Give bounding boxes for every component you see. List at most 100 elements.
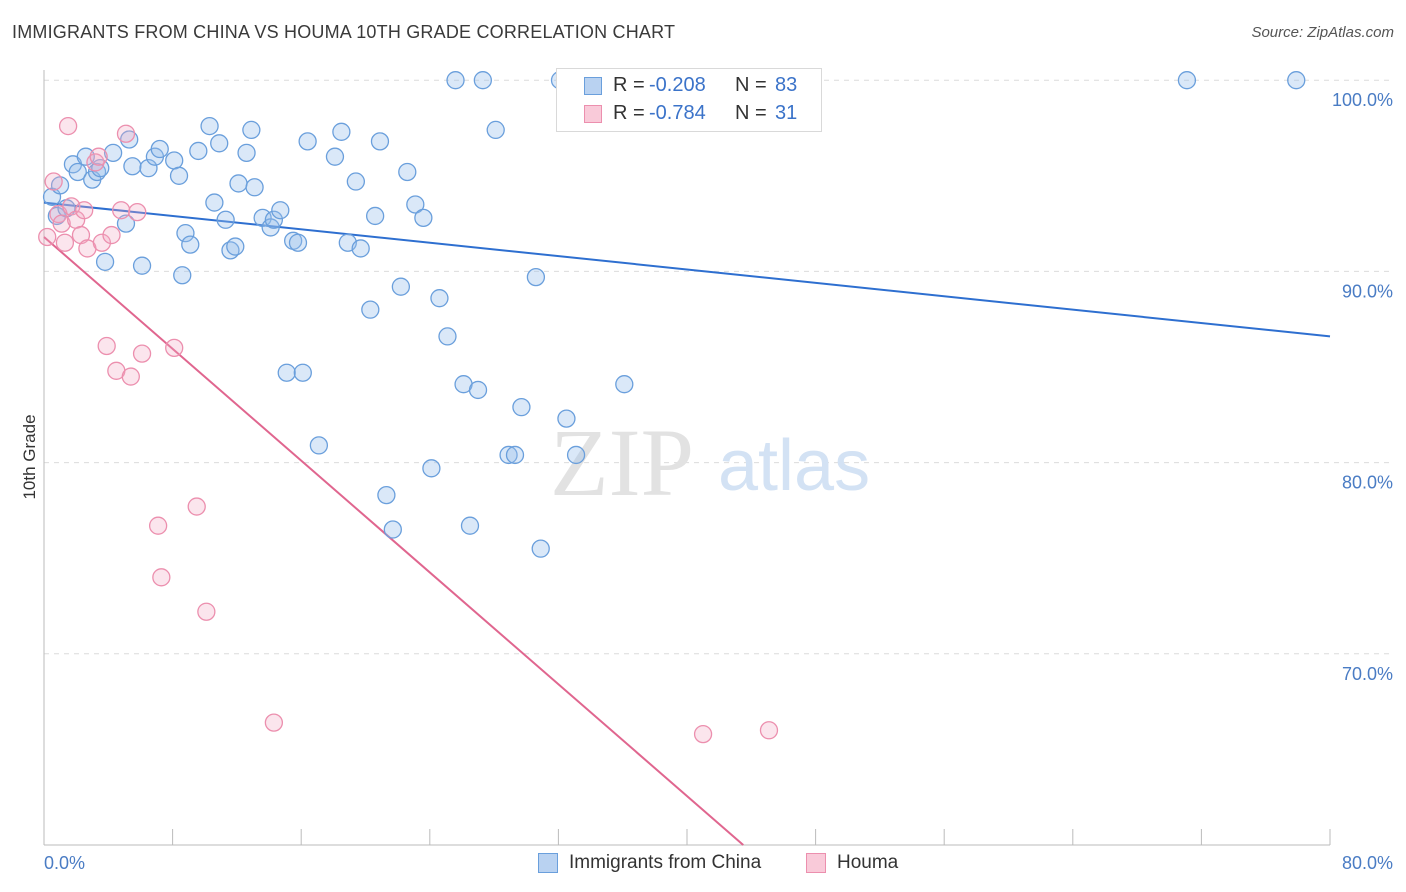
- point-houma: [89, 147, 108, 166]
- point-china: [557, 409, 576, 428]
- point-china: [76, 147, 95, 166]
- point-china: [446, 71, 465, 90]
- point-china: [1177, 71, 1197, 90]
- n-value-houma: 31: [775, 102, 798, 124]
- chart-title: IMMIGRANTS FROM CHINA VS HOUMA 10TH GRAD…: [12, 22, 676, 42]
- point-houma: [128, 202, 147, 222]
- point-china: [499, 445, 518, 465]
- source-label: Source: ZipAtlas.com: [1251, 24, 1394, 41]
- legend-swatch-houma: [584, 105, 602, 123]
- point-houma: [58, 116, 78, 136]
- n-label: N =: [735, 74, 767, 96]
- point-china: [189, 141, 208, 161]
- n-label: N =: [735, 102, 767, 124]
- point-china: [68, 162, 87, 182]
- n-value-china: 83: [775, 74, 798, 96]
- point-houma: [44, 172, 63, 191]
- point-china: [391, 277, 411, 296]
- bottom-swatch-houma: [806, 853, 826, 873]
- point-houma: [165, 338, 184, 358]
- point-china: [430, 289, 449, 308]
- point-china: [566, 445, 586, 465]
- watermark: ZIP atlas: [550, 409, 870, 516]
- legend-swatch-china: [584, 77, 602, 95]
- x-tick-label-max: 80.0%: [1342, 853, 1393, 873]
- y-tick-labels: 70.0% 80.0% 90.0% 100.0%: [1332, 90, 1393, 684]
- point-china: [531, 539, 550, 558]
- point-houma: [86, 153, 105, 172]
- point-china: [460, 516, 480, 535]
- point-china: [361, 300, 380, 319]
- point-houma: [97, 336, 116, 356]
- point-houma: [52, 214, 71, 233]
- point-china: [176, 224, 195, 243]
- bottom-legend-label-houma: Houma: [837, 852, 899, 873]
- point-china: [298, 132, 317, 151]
- point-china: [422, 459, 441, 478]
- r-value-china: -0.208: [649, 74, 706, 96]
- point-china: [181, 235, 200, 254]
- r-value-houma: -0.784: [649, 102, 706, 124]
- point-houma: [693, 724, 713, 744]
- point-china: [414, 208, 433, 228]
- point-china: [264, 210, 284, 229]
- point-houma: [121, 367, 140, 386]
- point-china: [377, 485, 396, 505]
- point-china: [103, 143, 123, 163]
- stats-legend: R = -0.208 N = 83 R = -0.784 N = 31: [556, 68, 822, 132]
- y-axis-title: 10th Grade: [20, 414, 39, 499]
- bottom-swatch-china: [538, 853, 558, 873]
- point-china: [165, 151, 184, 170]
- point-china: [116, 214, 136, 233]
- x-tick-labels: 0.0% 80.0%: [44, 853, 1393, 873]
- y-tick-label-90: 90.0%: [1342, 281, 1393, 301]
- point-china: [139, 159, 158, 178]
- point-china: [365, 206, 385, 226]
- point-china: [406, 195, 425, 214]
- point-houma: [75, 201, 94, 220]
- y-tick-label-80: 80.0%: [1342, 473, 1393, 493]
- point-china: [216, 210, 235, 229]
- y-tick-label-100: 100.0%: [1332, 90, 1393, 110]
- point-china: [226, 237, 245, 256]
- point-china: [325, 147, 345, 166]
- point-china: [473, 71, 492, 90]
- point-china: [615, 375, 634, 394]
- watermark-zip: ZIP: [550, 409, 694, 516]
- bottom-legend-label-china: Immigrants from China: [569, 852, 762, 873]
- r-label: R =: [613, 102, 645, 124]
- point-china: [486, 120, 505, 140]
- point-houma: [112, 201, 131, 220]
- point-china: [120, 130, 139, 149]
- point-china: [95, 252, 115, 271]
- point-china: [370, 132, 390, 151]
- point-china: [398, 162, 417, 182]
- point-china: [526, 267, 546, 287]
- point-china: [205, 193, 224, 212]
- point-china: [210, 134, 229, 153]
- point-china: [309, 436, 329, 455]
- point-houma: [759, 721, 779, 740]
- point-china: [505, 445, 525, 465]
- point-china: [242, 120, 261, 140]
- point-china: [200, 116, 219, 136]
- point-china: [512, 398, 531, 417]
- point-houma: [55, 233, 75, 252]
- point-houma: [152, 568, 171, 587]
- point-china: [91, 159, 110, 178]
- point-china: [351, 239, 370, 258]
- watermark-atlas: atlas: [718, 426, 870, 506]
- point-houma: [132, 344, 152, 363]
- trend-line-china: [43, 201, 1331, 338]
- point-china: [468, 380, 488, 400]
- grid-lines: [44, 79, 1392, 655]
- point-houma: [187, 497, 206, 516]
- point-china: [229, 174, 248, 193]
- point-china: [277, 363, 296, 382]
- x-tick-label-min: 0.0%: [44, 853, 85, 873]
- trend-lines: [43, 201, 1331, 846]
- point-china: [173, 266, 192, 285]
- y-tick-label-70: 70.0%: [1342, 664, 1393, 684]
- point-china: [438, 327, 457, 346]
